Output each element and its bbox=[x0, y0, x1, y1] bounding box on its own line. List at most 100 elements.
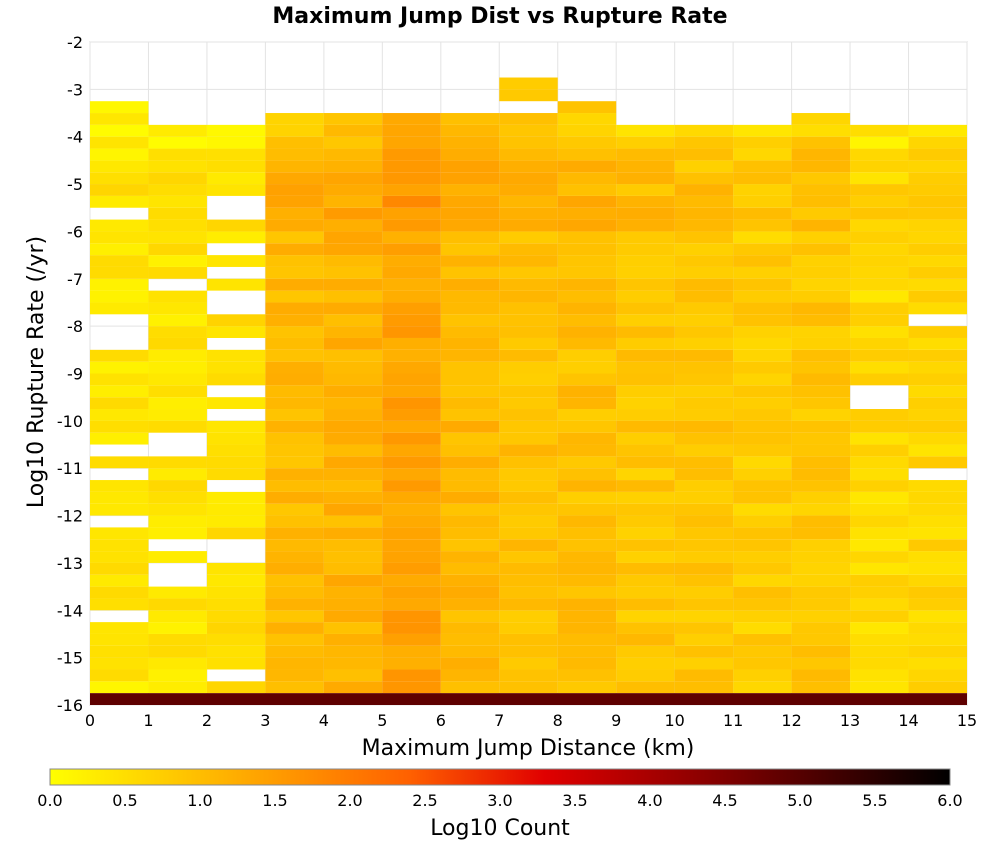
heatmap-cell bbox=[733, 515, 792, 528]
heatmap-cell bbox=[265, 633, 324, 646]
heatmap-cell bbox=[674, 184, 734, 196]
heatmap-cell bbox=[323, 160, 383, 173]
heatmap-cell bbox=[908, 562, 967, 575]
heatmap-cell bbox=[616, 361, 675, 374]
heatmap-cell bbox=[850, 148, 909, 161]
heatmap-cell bbox=[850, 657, 909, 670]
heatmap-cell bbox=[323, 432, 383, 445]
heatmap-cell bbox=[265, 219, 324, 232]
heatmap-cell bbox=[733, 266, 792, 279]
heatmap-cell bbox=[90, 361, 149, 374]
heatmap-cell bbox=[850, 266, 909, 279]
heatmap-cell bbox=[499, 669, 558, 682]
colorbar-tick-label: 3.5 bbox=[562, 791, 587, 810]
heatmap-cell bbox=[90, 633, 149, 646]
heatmap-cell bbox=[733, 255, 792, 267]
heatmap-cell bbox=[616, 349, 675, 362]
heatmap-cell bbox=[499, 385, 558, 398]
heatmap-cell bbox=[440, 314, 500, 327]
heatmap-cell bbox=[616, 219, 675, 232]
heatmap-cell bbox=[557, 373, 617, 386]
heatmap-cell bbox=[323, 633, 383, 646]
heatmap-cell bbox=[791, 527, 851, 540]
heatmap-cell bbox=[265, 148, 324, 161]
colorbar-tick-label: 0.5 bbox=[112, 791, 137, 810]
heatmap-cell bbox=[265, 562, 324, 575]
heatmap-cell bbox=[733, 562, 792, 575]
heatmap-cell bbox=[557, 243, 617, 256]
heatmap-cell bbox=[440, 195, 500, 208]
heatmap-cell bbox=[265, 172, 324, 185]
heatmap-cell bbox=[90, 243, 149, 256]
heatmap-cell bbox=[382, 456, 441, 469]
heatmap-cell bbox=[733, 480, 792, 492]
heatmap-cell bbox=[265, 420, 324, 433]
x-tick-label: 11 bbox=[723, 711, 743, 730]
heatmap-cell bbox=[850, 432, 909, 445]
heatmap-cell bbox=[733, 136, 792, 149]
heatmap-cell bbox=[791, 172, 851, 185]
heatmap-cell bbox=[90, 255, 149, 267]
heatmap-cell bbox=[908, 432, 967, 445]
heatmap-cell bbox=[616, 243, 675, 256]
heatmap-cell bbox=[440, 409, 500, 421]
heatmap-cell bbox=[206, 681, 266, 694]
heatmap-cell bbox=[616, 420, 675, 433]
heatmap-cell bbox=[440, 539, 500, 552]
heatmap-cell bbox=[733, 551, 792, 563]
heatmap-cell bbox=[440, 184, 500, 196]
heatmap-cell bbox=[908, 669, 967, 682]
heatmap-cell bbox=[557, 681, 617, 694]
heatmap-cell bbox=[323, 645, 383, 658]
heatmap-cell bbox=[323, 669, 383, 682]
heatmap-cell bbox=[791, 361, 851, 374]
heatmap-cell bbox=[148, 136, 207, 149]
heatmap-cell bbox=[148, 148, 207, 161]
heatmap-cell bbox=[265, 409, 324, 421]
heatmap-cell bbox=[265, 468, 324, 481]
heatmap-cell bbox=[908, 160, 967, 173]
heatmap-cell bbox=[148, 491, 207, 504]
heatmap-cell bbox=[850, 515, 909, 528]
heatmap-cell bbox=[616, 681, 675, 694]
colorbar-tick-label: 2.5 bbox=[412, 791, 437, 810]
heatmap-cell bbox=[265, 574, 324, 587]
heatmap-cell bbox=[265, 669, 324, 682]
heatmap-cell bbox=[674, 491, 734, 504]
colorbar-tick-labels: 0.0 0.5 1.0 1.5 2.0 2.5 3.0 3.5 4.0 4.5 5.0 5.5 6.0 bbox=[37, 791, 962, 810]
heatmap-cell bbox=[206, 515, 266, 528]
heatmap-cell bbox=[557, 124, 617, 137]
heatmap-cell bbox=[791, 551, 851, 563]
heatmap-cell bbox=[791, 160, 851, 173]
heatmap-cell bbox=[791, 314, 851, 327]
heatmap-cell bbox=[908, 444, 967, 457]
heatmap-cell bbox=[499, 409, 558, 421]
heatmap-cell bbox=[616, 184, 675, 196]
heatmap-cell bbox=[674, 278, 734, 291]
heatmap-cell bbox=[440, 515, 500, 528]
colorbar-tick-label: 6.0 bbox=[937, 791, 962, 810]
heatmap-cell bbox=[323, 290, 383, 303]
heatmap-cell bbox=[616, 598, 675, 611]
heatmap-cell bbox=[265, 491, 324, 504]
heatmap-cell bbox=[382, 420, 441, 433]
heatmap-cell bbox=[265, 266, 324, 279]
heatmap-cell bbox=[616, 491, 675, 504]
heatmap-cell bbox=[674, 645, 734, 658]
heatmap-cell bbox=[90, 219, 149, 232]
x-tick-label: 1 bbox=[143, 711, 153, 730]
heatmap-cell bbox=[674, 480, 734, 492]
heatmap-cell bbox=[791, 290, 851, 303]
heatmap-cell bbox=[850, 409, 909, 421]
heatmap-cell bbox=[733, 456, 792, 469]
heatmap-cell bbox=[499, 172, 558, 185]
heatmap-cell bbox=[616, 515, 675, 528]
heatmap-cell bbox=[850, 255, 909, 267]
heatmap-cell bbox=[382, 124, 441, 137]
heatmap-cell bbox=[90, 551, 149, 563]
heatmap-cell bbox=[733, 598, 792, 611]
heatmap-cell bbox=[791, 148, 851, 161]
y-tick-label: -8 bbox=[67, 317, 83, 336]
heatmap-cell bbox=[148, 361, 207, 374]
heatmap-cell bbox=[440, 207, 500, 220]
